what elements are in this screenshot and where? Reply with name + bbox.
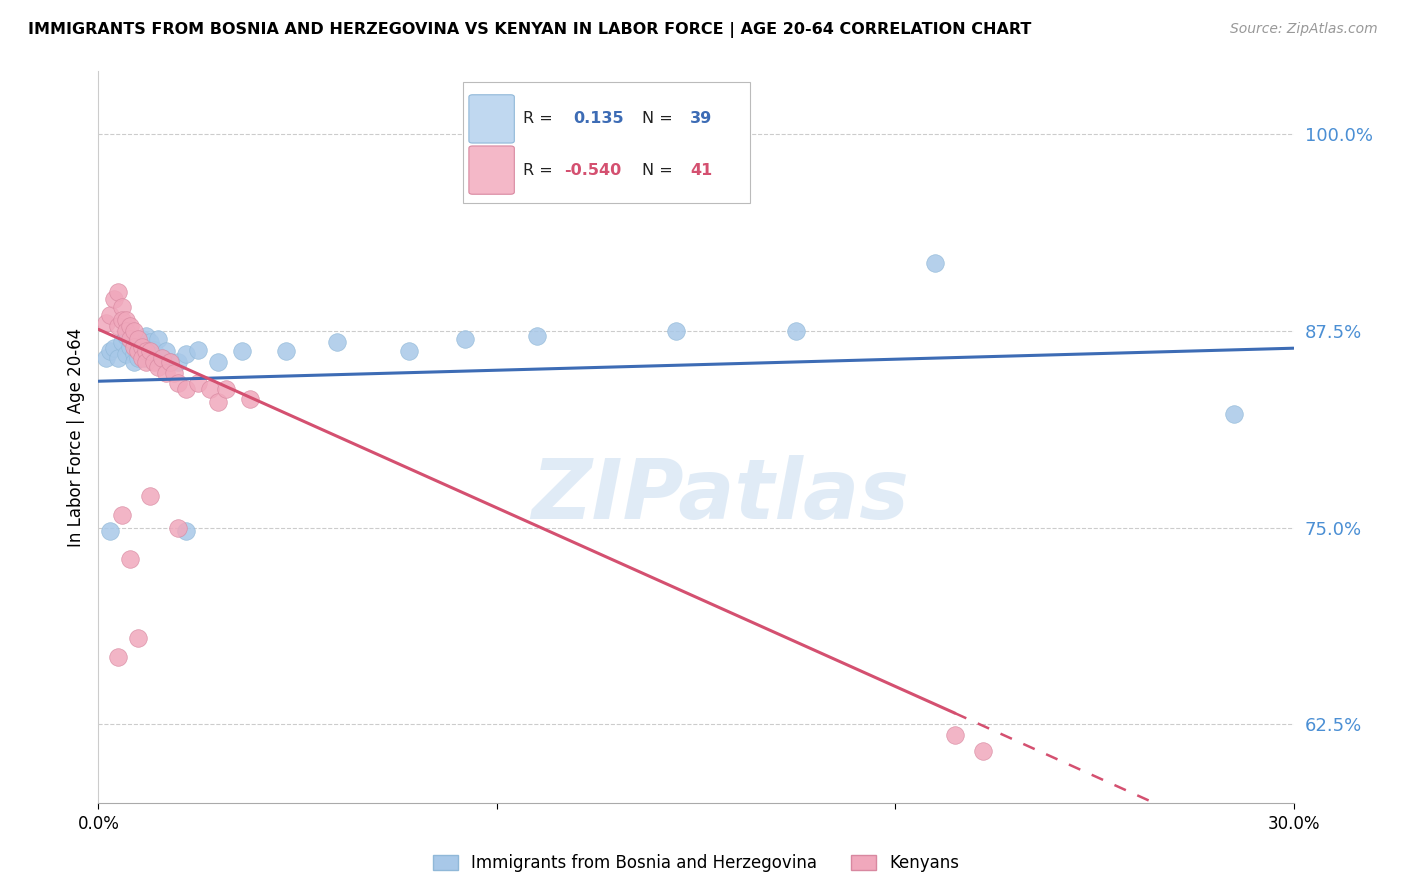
Point [111,508,134,522]
Point [98,308,122,322]
Point [131,340,153,354]
Point [148,332,170,346]
Point [526,328,548,343]
Text: IMMIGRANTS FROM BOSNIA AND HERZEGOVINA VS KENYAN IN LABOR FORCE | AGE 20-64 CORR: IMMIGRANTS FROM BOSNIA AND HERZEGOVINA V… [28,22,1032,38]
Point [215,382,238,396]
FancyBboxPatch shape [463,82,749,203]
Point [111,313,134,327]
Point [107,649,129,664]
Point [120,319,142,334]
Point [124,347,146,361]
Text: 41: 41 [690,162,713,178]
Point [98,524,122,538]
Point [454,332,477,346]
Point [143,343,166,357]
Text: Source: ZipAtlas.com: Source: ZipAtlas.com [1230,22,1378,37]
Point [167,376,190,390]
Point [143,355,166,369]
Point [174,524,197,538]
Point [115,347,138,361]
Point [131,332,153,346]
Text: R =: R = [523,162,553,178]
Point [207,394,229,409]
Point [124,355,146,369]
Point [150,351,173,365]
Text: 0.135: 0.135 [572,112,623,127]
Point [163,367,186,381]
Point [274,344,297,359]
Point [98,344,122,359]
Point [127,344,149,359]
Point [103,293,125,307]
Text: R =: R = [523,112,553,127]
Point [1222,407,1246,421]
Point [127,344,149,359]
Text: ZIPatlas: ZIPatlas [531,455,908,536]
Point [139,489,162,503]
Text: -0.540: -0.540 [565,162,621,178]
Point [124,324,146,338]
Point [127,351,149,365]
Point [111,301,134,315]
Point [135,328,157,343]
Point [111,334,134,349]
Point [115,328,138,343]
Point [187,343,209,357]
Point [187,376,209,390]
Point [159,355,181,369]
Point [135,355,157,369]
Point [135,344,157,359]
Point [155,367,177,381]
Point [131,351,153,365]
Point [924,256,946,270]
Point [96,351,118,365]
Text: N =: N = [643,112,673,127]
Point [167,355,190,369]
Point [96,316,118,330]
Point [107,285,129,299]
Point [135,351,157,365]
Point [131,340,153,354]
Point [174,382,197,396]
Point [785,324,807,338]
Point [943,728,966,742]
FancyBboxPatch shape [470,95,515,143]
Point [103,341,125,355]
Text: N =: N = [643,162,673,178]
Point [239,392,262,406]
Point [115,313,138,327]
Point [139,344,162,359]
Text: 39: 39 [690,112,713,127]
Point [231,344,253,359]
Legend: Immigrants from Bosnia and Herzegovina, Kenyans: Immigrants from Bosnia and Herzegovina, … [426,847,966,879]
Point [155,344,177,359]
Point [159,355,181,369]
Point [665,324,688,338]
Point [124,340,146,354]
Point [115,324,138,338]
Point [127,631,149,645]
Point [120,332,142,346]
Point [167,520,190,534]
Point [326,334,349,349]
Point [972,744,994,758]
Point [398,344,420,359]
Point [107,351,129,365]
Point [198,382,221,396]
Point [120,340,142,354]
Y-axis label: In Labor Force | Age 20-64: In Labor Force | Age 20-64 [66,327,84,547]
Point [120,332,142,346]
Point [139,334,162,349]
Point [207,355,229,369]
Point [120,552,142,566]
FancyBboxPatch shape [470,146,515,194]
Point [148,360,170,375]
Point [107,319,129,334]
Point [150,351,173,365]
Point [127,332,149,346]
Point [174,347,197,361]
